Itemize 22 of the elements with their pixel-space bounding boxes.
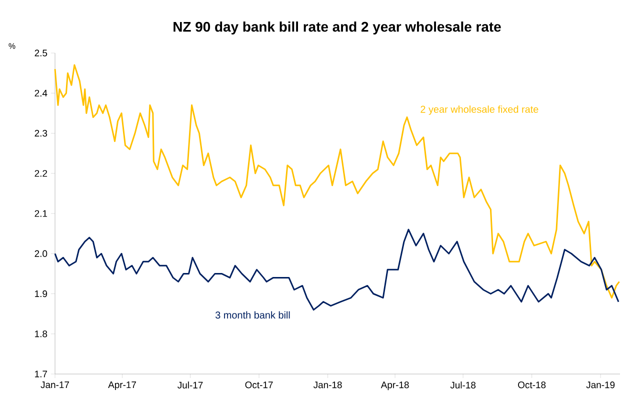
x-tick-label: Jan-19 [586, 382, 615, 388]
y-tick-label: 2.5 [34, 50, 48, 56]
x-tick-label: Apr-18 [380, 382, 409, 390]
chart-title: NZ 90 day bank bill rate and 2 year wholesale rate [174, 21, 501, 34]
y-tick-label: 2.2 [34, 170, 48, 177]
x-tick-label: Jan-17 [40, 382, 70, 388]
x-tick-label: Apr-17 [108, 382, 136, 390]
x-tick-label: Oct-18 [518, 382, 546, 388]
x-tick-label: Oct-17 [245, 382, 273, 388]
x-tick-label: Jan-18 [313, 382, 342, 388]
x-tick-label: Jul-17 [178, 382, 203, 388]
y-tick-label: 2.3 [34, 130, 48, 137]
y-tick-label: 1.7 [35, 370, 48, 378]
series-label: 2 year wholesale fixed rate [420, 106, 538, 115]
line-series [54, 64, 620, 299]
y-tick-label: 2.1 [34, 210, 48, 217]
y-tick-label: 1.8 [35, 330, 48, 338]
y-tick-label: 1.9 [35, 290, 48, 298]
y-tick-label: 2.0 [34, 250, 48, 257]
x-tick-label: Jul-18 [450, 382, 476, 388]
y-tick-label: 2.4 [34, 90, 48, 96]
text: 3 month bank bill [215, 311, 290, 319]
